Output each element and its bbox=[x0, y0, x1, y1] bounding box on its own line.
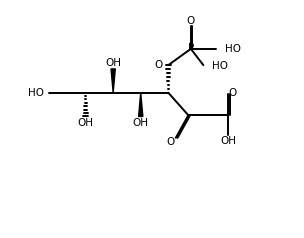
Text: HO: HO bbox=[28, 88, 44, 98]
Polygon shape bbox=[139, 93, 143, 116]
Text: O: O bbox=[229, 88, 237, 98]
Text: OH: OH bbox=[78, 118, 94, 128]
Text: O: O bbox=[154, 60, 163, 70]
Text: HO: HO bbox=[212, 61, 228, 71]
Text: O: O bbox=[187, 16, 195, 26]
Text: HO: HO bbox=[225, 44, 241, 54]
Polygon shape bbox=[111, 69, 115, 93]
Text: O: O bbox=[167, 137, 175, 147]
Text: OH: OH bbox=[220, 136, 237, 146]
Text: OH: OH bbox=[105, 58, 121, 68]
Text: OH: OH bbox=[133, 118, 149, 128]
Text: P: P bbox=[188, 43, 195, 53]
